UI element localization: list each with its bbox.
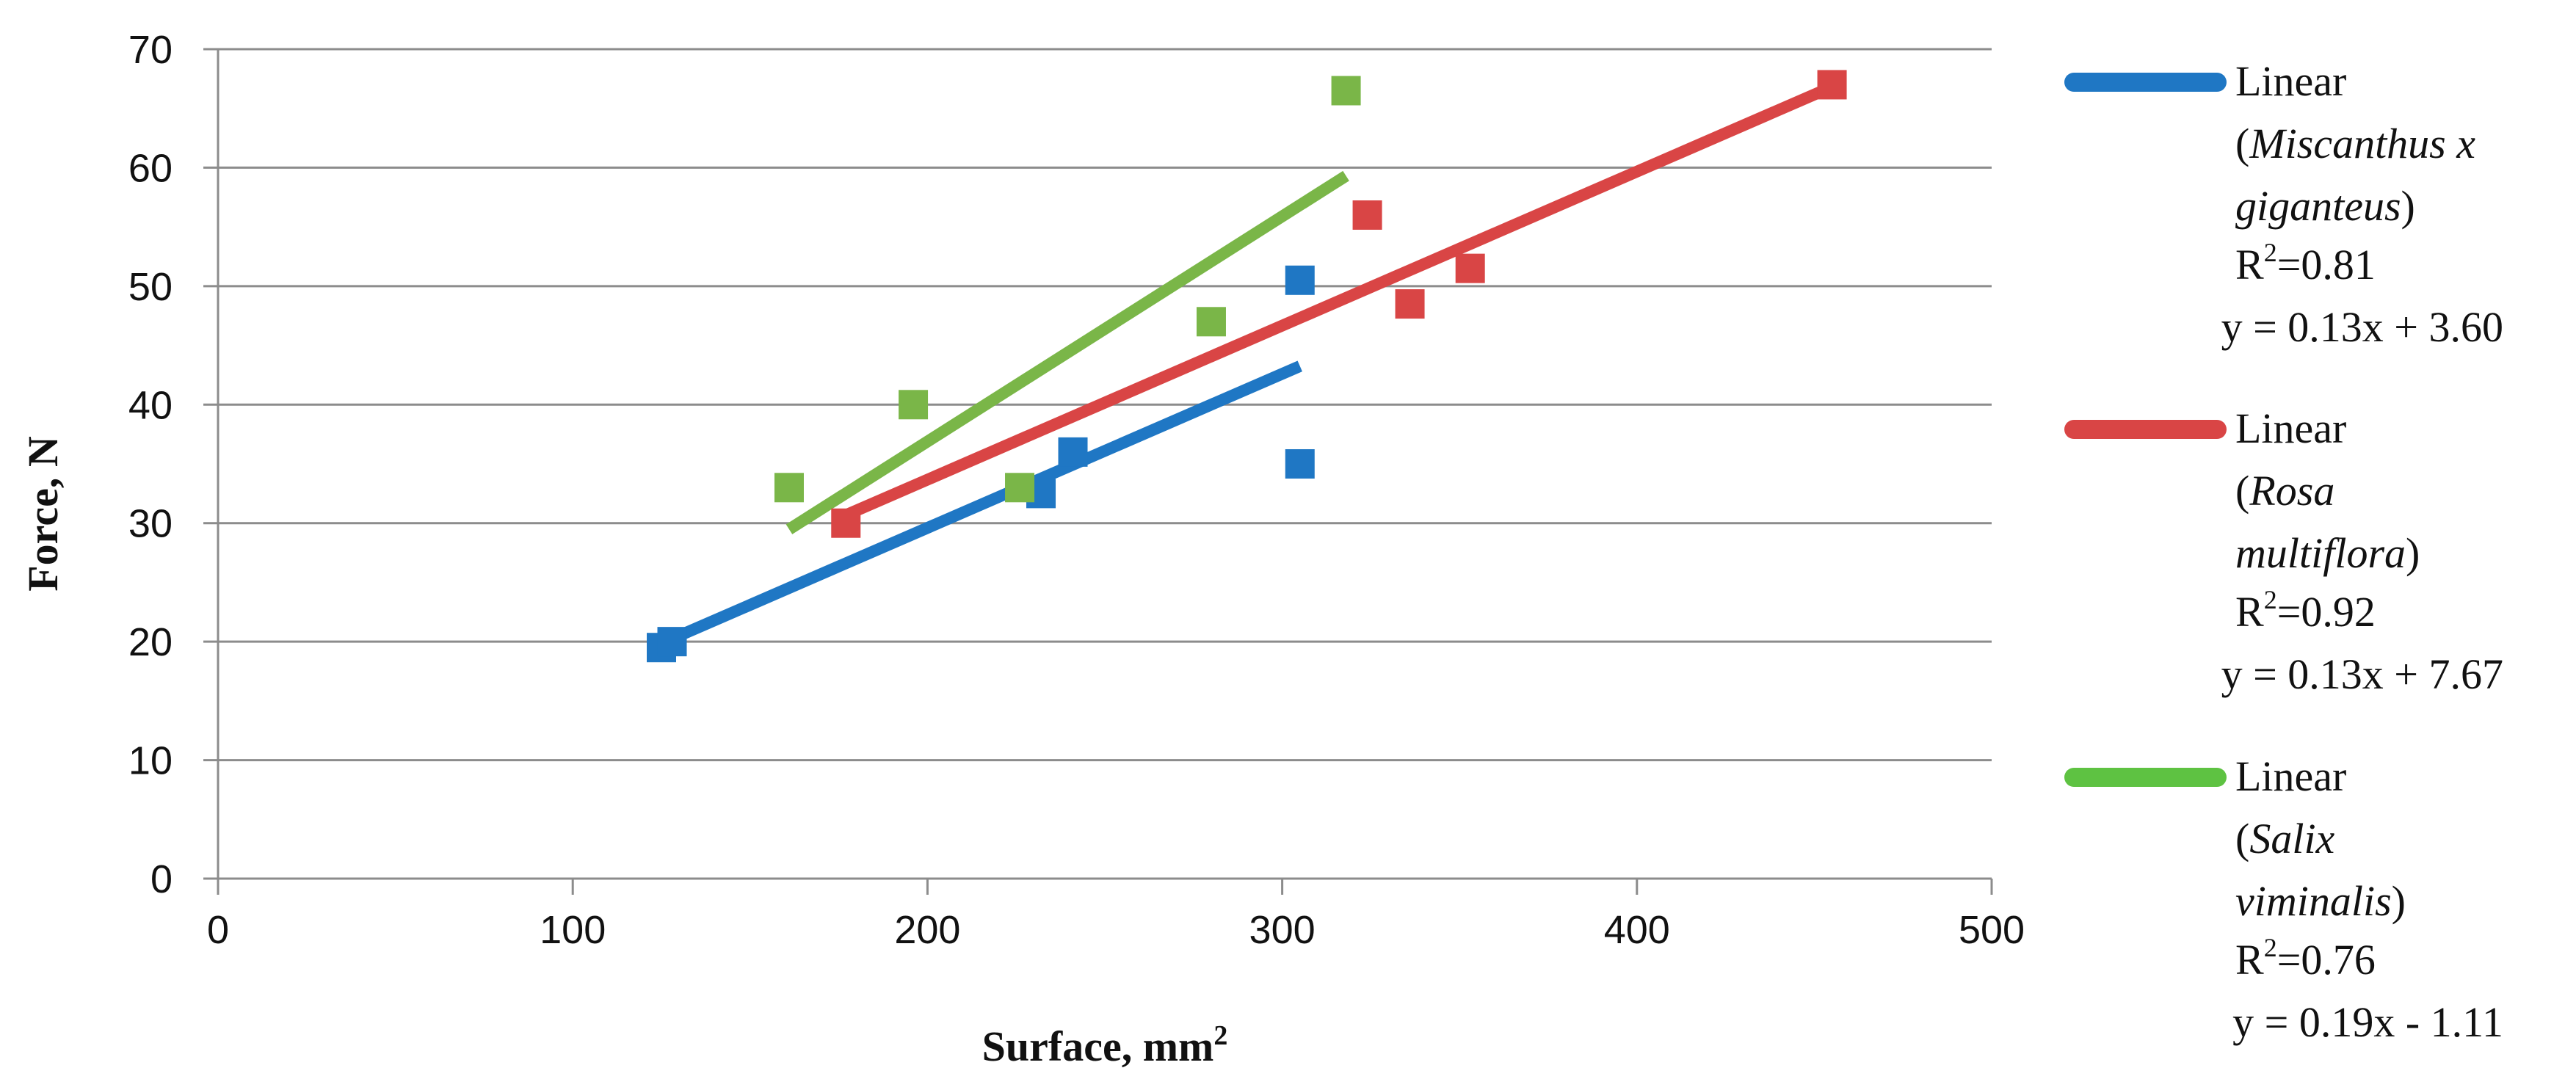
x-tick-label: 200 <box>894 908 960 952</box>
data-point <box>1817 70 1847 100</box>
legend-text: =0.76 <box>2277 936 2376 984</box>
trendlines <box>658 81 1835 649</box>
data-point <box>1058 437 1088 467</box>
legend-label: (Miscanthus x <box>2235 120 2475 167</box>
legend-entry: Linear (Miscanthus x giganteus) R2=0.81 y = … <box>2064 57 2503 351</box>
legend-text: =0.92 <box>2277 588 2376 636</box>
legend-label: viminalis) <box>2235 877 2406 925</box>
legend-species: giganteus <box>2235 182 2401 230</box>
legend-text: R <box>2235 588 2264 636</box>
legend-species: viminalis <box>2235 877 2392 925</box>
data-point <box>1331 76 1361 106</box>
y-tick-label: 60 <box>128 146 173 190</box>
data-point <box>1455 253 1485 283</box>
legend-entry: Linear (Rosa multiflora) R2=0.92 y = 0.13x +… <box>2064 404 2503 698</box>
trendline <box>786 170 1349 534</box>
legend-label: multiflora) <box>2235 529 2420 577</box>
legend-species: Rosa <box>2249 467 2334 515</box>
legend-entry: Linear (Salix viminalis) R2=0.76 y = 0.19x -… <box>2064 752 2503 1046</box>
data-point <box>1395 289 1425 319</box>
x-tick-label: 500 <box>1959 908 2025 952</box>
tick-labels: 0 100 200 300 400 500 0 10 20 30 40 50 60 70 <box>128 28 2025 952</box>
legend-r-squared: R2=0.81 <box>2235 238 2376 288</box>
legend-equation: y = 0.13x + 3.60 <box>2221 303 2503 351</box>
legend-text: R <box>2235 936 2264 984</box>
data-point <box>1285 265 1315 295</box>
legend-label: giganteus) <box>2235 182 2415 230</box>
data-point <box>899 390 929 420</box>
trendline <box>843 81 1835 521</box>
legend-text: ) <box>2392 877 2406 925</box>
legend-label: (Salix <box>2235 815 2335 862</box>
legend-text: ( <box>2235 120 2249 167</box>
legend-text: ) <box>2401 182 2415 230</box>
axes <box>203 48 1993 895</box>
y-axis-title: Force, N <box>19 436 67 592</box>
y-tick-label: 30 <box>128 502 173 546</box>
x-tick-label: 400 <box>1604 908 1670 952</box>
x-tick-label: 100 <box>540 908 606 952</box>
x-axis-title-text: Surface, mm <box>982 1022 1214 1070</box>
data-points <box>647 70 1847 663</box>
legend-label: Linear <box>2235 752 2346 800</box>
y-tick-label: 10 <box>128 739 173 783</box>
y-tick-label: 20 <box>128 620 173 664</box>
y-tick-label: 50 <box>128 265 173 309</box>
data-point <box>1285 449 1315 479</box>
data-point <box>831 508 861 538</box>
x-axis-title: Surface, mm2 <box>982 1020 1228 1070</box>
trendline <box>658 360 1302 649</box>
data-point <box>774 473 804 503</box>
legend-text: R <box>2235 241 2264 288</box>
legend-superscript: 2 <box>2264 238 2277 267</box>
x-tick-label: 300 <box>1249 908 1316 952</box>
legend-text: =0.81 <box>2277 241 2376 288</box>
legend-equation: y = 0.13x + 7.67 <box>2221 650 2503 698</box>
legend-species: multiflora <box>2235 529 2406 577</box>
x-axis-title-superscript: 2 <box>1213 1020 1227 1051</box>
legend-superscript: 2 <box>2264 933 2277 962</box>
gridlines <box>218 48 1992 880</box>
legend-equation: y = 0.19x - 1.11 <box>2232 998 2503 1046</box>
data-point <box>1352 200 1382 230</box>
legend-r-squared: R2=0.92 <box>2235 585 2376 636</box>
legend-label: Linear <box>2235 57 2346 105</box>
legend-label: (Rosa <box>2235 467 2334 515</box>
y-tick-label: 40 <box>128 383 173 427</box>
y-tick-label: 70 <box>128 28 173 72</box>
data-point <box>1005 473 1035 503</box>
legend-label: Linear <box>2235 404 2346 452</box>
legend-r-squared: R2=0.76 <box>2235 933 2376 984</box>
legend-species: Miscanthus x <box>2249 120 2475 167</box>
legend-text: ( <box>2235 815 2249 862</box>
legend-superscript: 2 <box>2264 585 2277 614</box>
data-point <box>1196 307 1226 337</box>
y-tick-label: 0 <box>150 857 173 901</box>
legend-text: ) <box>2406 529 2420 577</box>
legend-text: ( <box>2235 467 2249 515</box>
legend-species: Salix <box>2249 815 2334 862</box>
data-point <box>657 627 687 657</box>
x-tick-label: 0 <box>207 908 229 952</box>
